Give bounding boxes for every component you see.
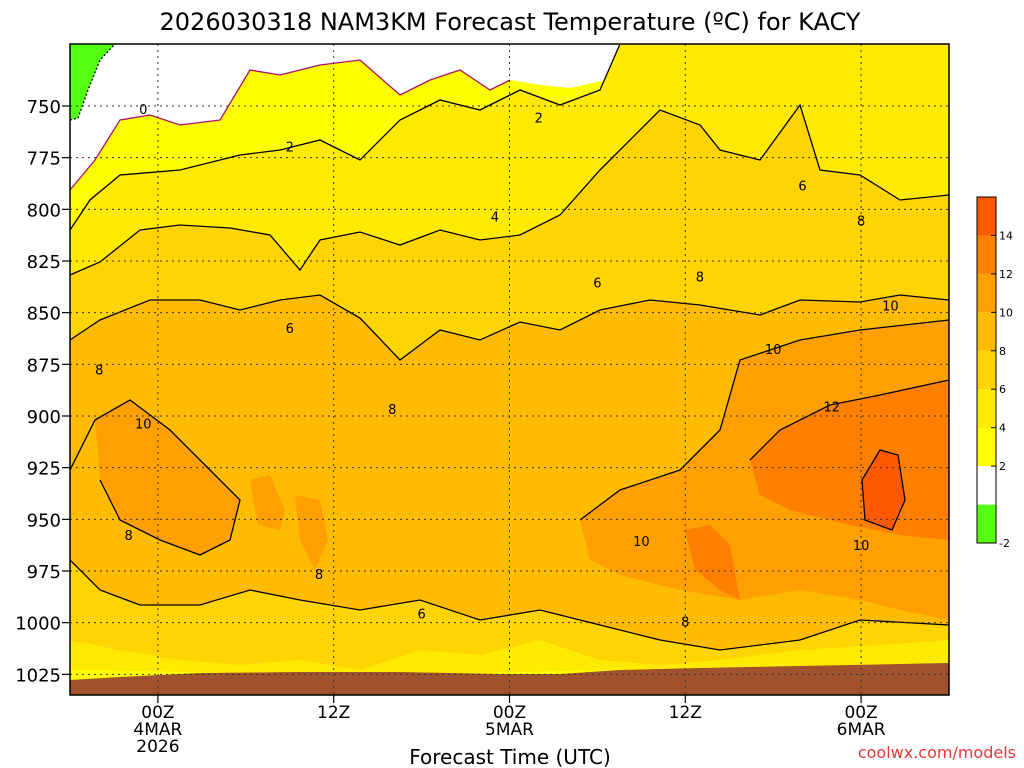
contour-label: 10 [633, 535, 650, 550]
contour-label: 8 [124, 529, 132, 544]
contour-label: 12 [824, 401, 841, 416]
colorbar-swatch [977, 350, 996, 390]
contour-label: 2 [535, 111, 543, 126]
colorbar-tick-label: 2 [999, 460, 1006, 473]
y-tick-label: 1000 [15, 614, 61, 635]
contour-label: 6 [286, 322, 294, 337]
x-tick-label: 4MAR [133, 720, 182, 740]
field-band-14to16 [862, 450, 905, 530]
y-tick-label: 750 [27, 97, 61, 118]
x-tick-label: 5MAR [485, 720, 534, 740]
field-band-0to2 [70, 44, 620, 190]
contour-labels: 0 2 2 4 6 6 6 6 8 8 8 8 8 8 8 10 10 10 10 10 12 [95, 103, 899, 631]
contour-line-0 [70, 59, 511, 191]
contour-label: 10 [765, 343, 782, 358]
contour-label: 6 [417, 607, 425, 622]
x-tick-label: 6MAR [837, 720, 886, 740]
colorbar-tick-label: 8 [999, 345, 1006, 358]
colorbar-swatch [977, 273, 996, 313]
y-tick-label: 800 [27, 200, 61, 221]
contour-line-14 [861, 449, 906, 531]
colorbar-swatch [977, 197, 996, 236]
contour-label: 8 [315, 568, 323, 583]
contour-line-10 [579, 319, 949, 521]
field-band-10to12-mid2 [295, 495, 328, 570]
colorbar-tick-label: 4 [999, 422, 1006, 435]
terrain-surface [70, 663, 949, 695]
contour-label: 10 [135, 417, 152, 432]
colorbar-swatch [977, 389, 996, 428]
contour-label: 8 [696, 271, 704, 286]
y-tick-label: 875 [27, 355, 61, 376]
colorbar-tick-label: 6 [999, 383, 1006, 396]
contour-line-6-low [70, 559, 949, 651]
colorbar-tick-label: 14 [999, 229, 1013, 242]
contour-line-12 [749, 379, 949, 461]
chart-title: 2026030318 NAM3KM Forecast Temperature (… [160, 8, 861, 36]
colorbar-swatch [977, 427, 996, 467]
x-tick-label: 12Z [317, 703, 350, 723]
x-tick-label: 00Z [844, 703, 877, 723]
grid-lines [70, 44, 949, 695]
contour-label: 8 [388, 403, 396, 418]
y-tick-label: 775 [27, 149, 61, 170]
colorbar-tick-label: -2 [999, 537, 1010, 550]
field-band-minus2to0 [70, 44, 115, 120]
contour-line-8 [70, 399, 241, 556]
colorbar-swatch [977, 504, 996, 543]
field-band-12to14-south [685, 525, 740, 600]
y-axis-ticks: 750 775 800 825 850 875 900 925 950 975 1000 1025 [15, 97, 70, 686]
x-tick-label: 00Z [141, 703, 174, 723]
y-tick-label: 1025 [15, 665, 61, 686]
contour-line-minus2 [70, 44, 116, 121]
y-tick-label: 975 [27, 562, 61, 583]
contour-line-2 [70, 44, 621, 231]
y-tick-label: 900 [27, 407, 61, 428]
contour-line-6 [70, 294, 949, 361]
x-tick-label: 00Z [493, 703, 526, 723]
x-tick-label: 12Z [669, 703, 702, 723]
y-tick-label: 850 [27, 304, 61, 325]
colorbar-swatch [977, 312, 996, 351]
contour-label: 8 [95, 364, 103, 379]
contour-label: 6 [593, 277, 601, 292]
contour-label: 8 [857, 215, 865, 230]
contour-label: 8 [681, 616, 689, 631]
contour-lines [70, 44, 949, 651]
contour-label: 10 [882, 299, 899, 314]
field-band-10to12-west [95, 400, 240, 555]
colorbar-frame [976, 196, 997, 544]
y-tick-label: 950 [27, 510, 61, 531]
x-tick-label: 2026 [136, 737, 179, 757]
colorbar-swatch [977, 235, 996, 274]
contour-label: 10 [853, 539, 870, 554]
contour-line-4 [70, 103, 949, 276]
credit-text: coolwx.com/models [858, 743, 1016, 762]
colorbar-swatch [977, 466, 996, 505]
contour-label: 6 [798, 180, 806, 195]
colorbar: -2 2 4 6 8 10 12 14 [976, 196, 1013, 550]
x-axis-label: Forecast Time (UTC) [409, 745, 611, 768]
colorbar-tick-label: 10 [999, 306, 1013, 319]
contour-label: 0 [139, 103, 147, 118]
y-tick-label: 825 [27, 252, 61, 273]
contour-label: 2 [286, 140, 294, 155]
colorbar-tick-label: 12 [999, 268, 1013, 281]
field-band-10to12-mid [250, 475, 285, 530]
y-tick-label: 925 [27, 459, 61, 480]
contour-label: 4 [491, 211, 499, 226]
